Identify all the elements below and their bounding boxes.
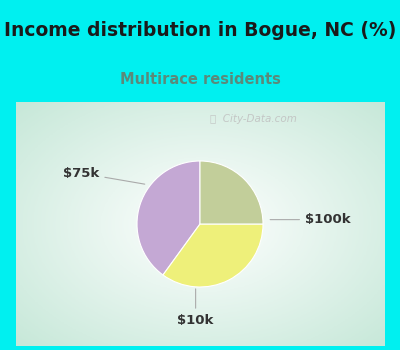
Wedge shape [163, 224, 263, 287]
Text: $100k: $100k [270, 213, 351, 226]
Text: Income distribution in Bogue, NC (%): Income distribution in Bogue, NC (%) [4, 21, 396, 40]
Text: $10k: $10k [178, 289, 214, 327]
Wedge shape [137, 161, 200, 275]
Text: Multirace residents: Multirace residents [120, 72, 280, 87]
Text: ⓘ  City-Data.com: ⓘ City-Data.com [210, 114, 297, 124]
Text: $75k: $75k [63, 167, 145, 184]
Wedge shape [200, 161, 263, 224]
